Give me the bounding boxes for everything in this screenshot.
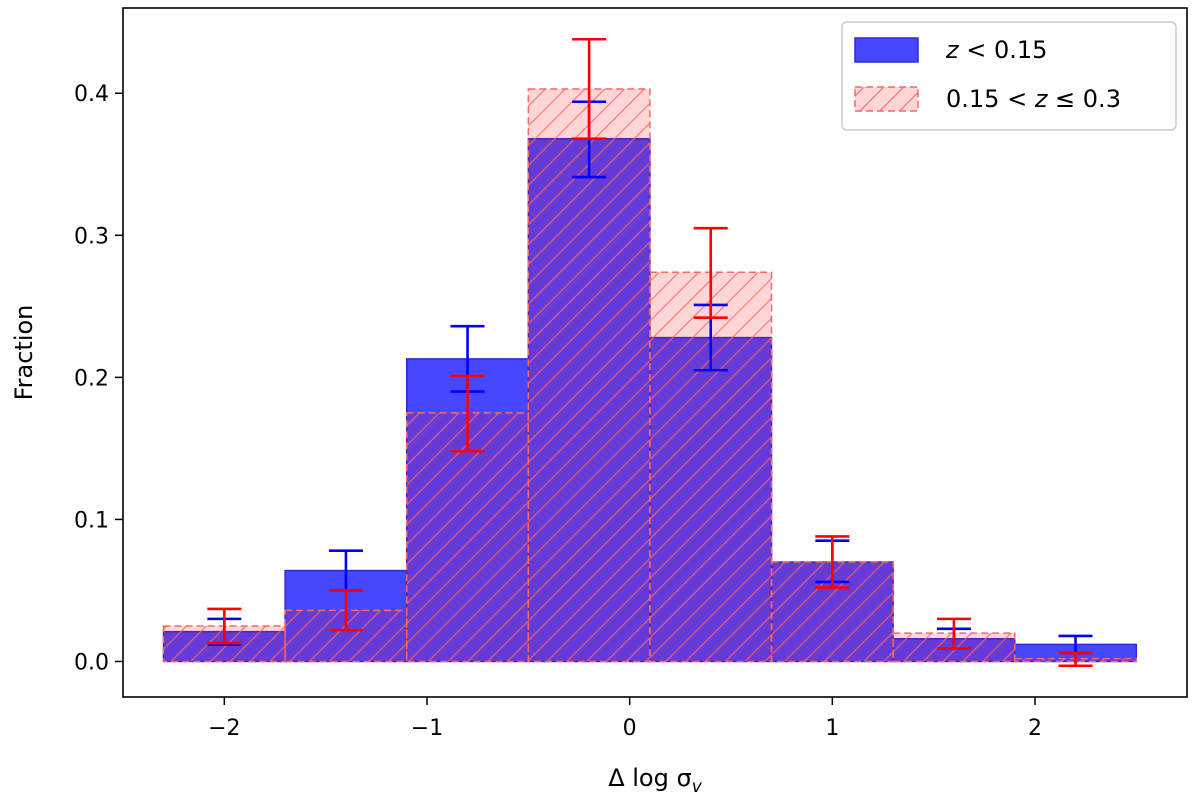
errorbar-series-2-bin-0 <box>207 607 242 645</box>
x-axis-label-subscript: v <box>692 777 703 797</box>
y-tick-label: 0.4 <box>74 82 109 107</box>
y-tick-label: 0.0 <box>74 650 109 675</box>
bar-series-2-bin-3 <box>527 88 651 663</box>
y-axis-label: Fraction <box>10 305 38 401</box>
legend-label-part: < 0.15 <box>959 36 1048 64</box>
errorbar-series-2-bin-5 <box>815 535 850 589</box>
legend-label-part: z <box>1034 85 1049 113</box>
x-tick-label: −1 <box>411 716 443 741</box>
y-tick-label: 0.1 <box>74 508 109 533</box>
x-tick-label: 2 <box>1028 716 1042 741</box>
legend-swatch-series-1 <box>854 37 919 63</box>
errorbar-series-2-bin-6 <box>936 617 971 650</box>
legend-swatch-series-2 <box>854 86 919 112</box>
bar-series-2-bin-2 <box>405 412 530 663</box>
legend-label-part: 0.15 < <box>946 85 1035 113</box>
y-tick-label: 0.2 <box>74 366 109 391</box>
errorbar-series-2-bin-2 <box>450 374 485 453</box>
errorbar-series-2-bin-7 <box>1058 651 1093 668</box>
x-tick-label: 0 <box>623 716 637 741</box>
legend-label-series-1: z < 0.15 <box>945 36 1047 64</box>
x-tick-label: −2 <box>208 716 240 741</box>
plot-frame <box>122 7 1188 698</box>
legend-box <box>841 21 1177 131</box>
plot-area <box>162 37 1138 668</box>
axis-ticks: −2 −1 0 1 2 0.0 0.1 0.2 0.3 0.4 <box>74 82 1042 741</box>
legend-label-series-2: 0.15 < z ≤ 0.3 <box>946 85 1121 113</box>
x-axis-label-text: Δ log σ <box>608 764 691 792</box>
legend-label-part: ≤ 0.3 <box>1047 85 1121 113</box>
errorbar-series-2-bin-1 <box>328 589 363 632</box>
x-axis-label: Δ log σv <box>608 764 702 797</box>
y-tick-label: 0.3 <box>74 224 109 249</box>
errorbar-series-2-bin-4 <box>693 226 728 319</box>
legend-label-part: z <box>945 36 960 64</box>
legend: z < 0.15 0.15 < z ≤ 0.3 <box>841 21 1177 131</box>
errorbar-series-2-bin-3 <box>572 37 607 140</box>
x-tick-label: 1 <box>825 716 839 741</box>
